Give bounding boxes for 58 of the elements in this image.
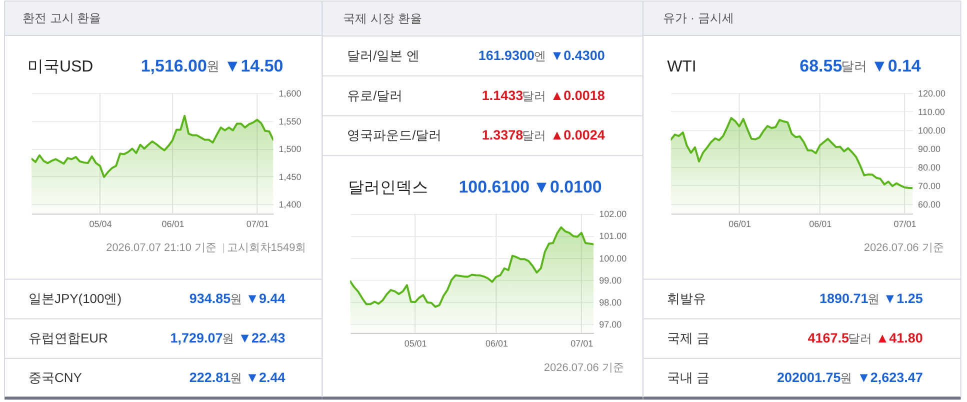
text: 환전 고시 환율 (22, 11, 102, 26)
x-tick-label: 05/04 (89, 219, 112, 230)
text: 1890.71원 ▼1.25 (820, 290, 924, 306)
category-label: 유럽연합EUR (28, 330, 108, 346)
x-tick-label: 07/01 (570, 338, 594, 348)
text: 202001.75원 ▼2,623.47 (777, 370, 923, 386)
chart-title: WTI (667, 58, 696, 76)
y-tick-label: 90.00 (918, 144, 941, 154)
category-label: 달러/일본 엔 (347, 48, 420, 63)
category-label: 유로/달러 (347, 88, 403, 103)
y-tick-label: 80.00 (918, 162, 941, 173)
text: 4167.5달러 ▲41.80 (808, 330, 923, 346)
y-tick-label: 98.00 (599, 297, 622, 308)
text: 국제 시장 환율 (343, 11, 422, 26)
text: 2026.07.06 기준 (864, 242, 944, 254)
category-label: 휘발유 (667, 290, 706, 306)
y-tick-label: 100.00 (918, 126, 946, 136)
text: 1.3378달러 ▲0.0024 (482, 128, 606, 143)
text: 161.9300엔 ▼0.4300 (478, 48, 605, 63)
category-label: 국제 금 (667, 330, 710, 346)
x-tick-label: 06/01 (728, 219, 752, 230)
y-tick-label: 1,600 (278, 88, 302, 99)
y-tick-label: 101.00 (599, 231, 627, 242)
y-tick-label: 1,400 (278, 200, 302, 210)
chart-subtitle: 1,516.00원 ▼14.50 (140, 56, 284, 76)
chart-subtitle: 68.55달러 ▼0.14 (800, 56, 922, 76)
category-label: 국내 금 (667, 370, 710, 386)
text: 222.81원 ▼2.44 (189, 370, 286, 386)
text: 2026.07.06 기준 (544, 362, 624, 374)
y-tick-label: 100.00 (599, 253, 627, 264)
x-tick-label: 06/01 (162, 219, 184, 230)
chart-title: 미국USD (27, 58, 94, 76)
category-label: 일본JPY(100엔) (28, 290, 122, 306)
category-label: 중국CNY (28, 370, 82, 386)
text: 고시회차1549회 (226, 242, 306, 254)
text: 유가 · 금시세 (663, 11, 734, 26)
y-tick-label: 99.00 (599, 275, 622, 286)
y-tick-label: 102.00 (599, 209, 627, 220)
x-tick-label: 06/01 (485, 338, 508, 348)
x-tick-label: 06/01 (809, 219, 832, 230)
y-tick-label: 97.00 (599, 320, 622, 330)
y-tick-label: 1,450 (278, 172, 302, 182)
x-tick-label: 05/01 (404, 338, 427, 348)
text: 1.1433달러 ▲0.0018 (482, 88, 606, 103)
chart-subtitle: 100.6100 ▼0.0100 (458, 177, 602, 196)
category-label: 영국파운드/달러 (347, 128, 442, 143)
text: 1,729.07원 ▼22.43 (170, 330, 286, 346)
x-tick-label: 07/01 (894, 219, 916, 230)
y-tick-label: 110.00 (918, 107, 945, 118)
x-tick-label: 07/01 (246, 219, 269, 230)
chart-title: 달러인덱스 (348, 179, 428, 196)
y-tick-label: 1,500 (278, 144, 302, 154)
y-tick-label: 60.00 (918, 199, 941, 210)
y-tick-label: 1,550 (278, 116, 302, 126)
text: 934.85원 ▼9.44 (189, 290, 286, 306)
text: 2026.07.07 21:10 기준 (106, 242, 217, 254)
y-tick-label: 120.00 (918, 88, 946, 99)
y-tick-label: 70.00 (918, 180, 941, 191)
